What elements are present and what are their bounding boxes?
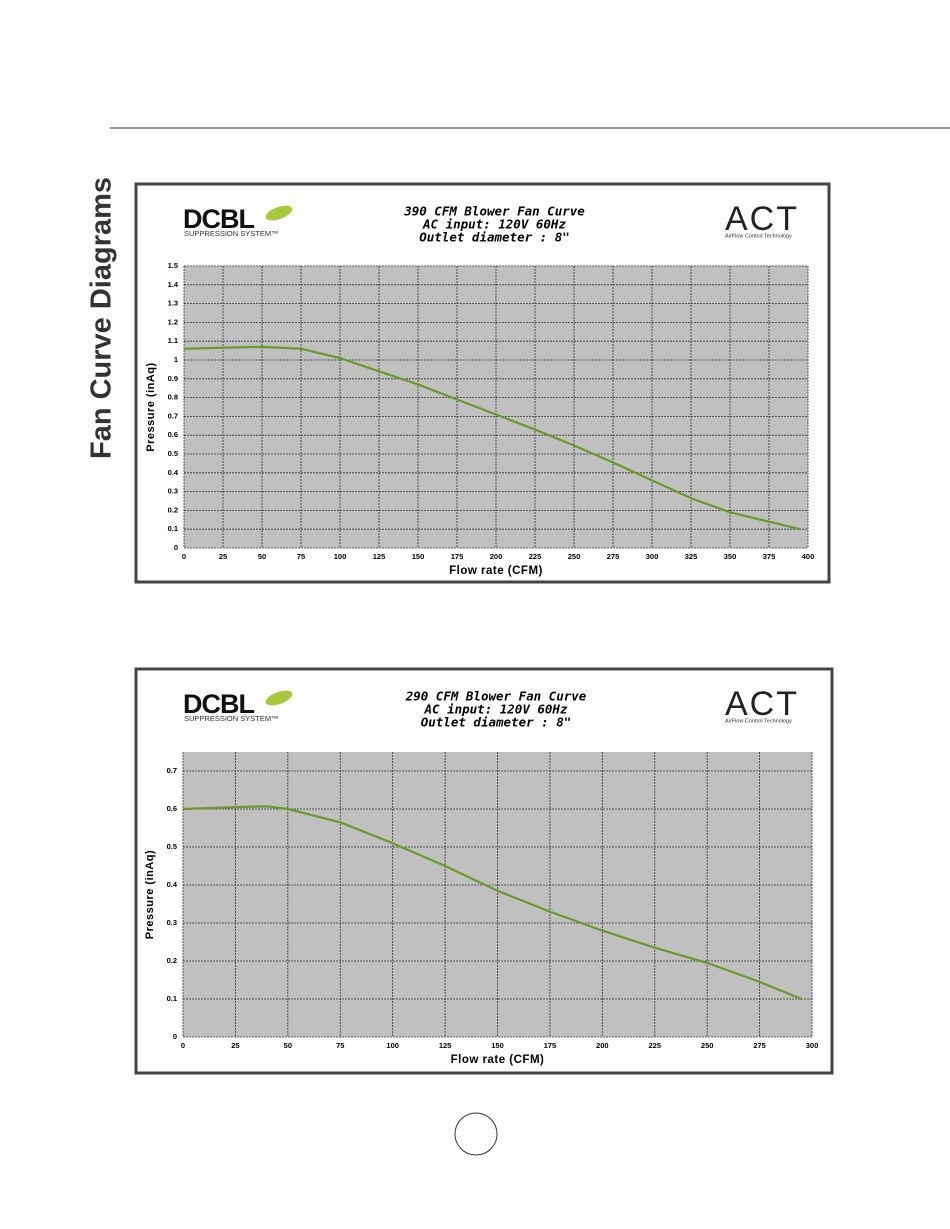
x-tick-label: 25 [219, 552, 227, 561]
logo-leaf [265, 205, 293, 221]
logo-right: ACT [725, 200, 799, 238]
curve [183, 345, 801, 531]
y-tick-label: 1.2 [168, 317, 178, 326]
x-tick-label: 100 [386, 1041, 399, 1050]
x-tick-label: 0 [182, 552, 186, 561]
x-axis-label: Flow rate (CFM) [451, 1054, 545, 1066]
x-tick-label: 75 [297, 552, 305, 561]
x-tick-label: 325 [685, 552, 698, 561]
y-tick-label: 0.3 [168, 487, 178, 496]
y-tick-label: 0.9 [168, 374, 178, 383]
x-tick-label: 75 [336, 1041, 344, 1050]
y-axis-label: Pressure (inAq) [145, 362, 157, 451]
y-tick-label: 1.5 [168, 261, 178, 270]
curve [182, 805, 802, 1001]
y-tick-label: 0.5 [167, 842, 177, 851]
logo-left-sub: SUPPRESSION SYSTEM™ [184, 229, 279, 238]
logo-left: DCBL [183, 204, 254, 234]
chart-subtitle: AC input: 120V 60Hz [424, 702, 568, 717]
y-tick-label: 0.7 [168, 411, 178, 420]
y-tick-label: 0.7 [167, 766, 177, 775]
y-tick-label: 0.6 [168, 430, 178, 439]
x-tick-label: 300 [806, 1041, 819, 1050]
x-tick-label: 200 [596, 1041, 609, 1050]
x-tick-label: 25 [231, 1041, 239, 1050]
x-tick-label: 350 [724, 552, 737, 561]
chart-subtitle: AC input: 120V 60Hz [422, 217, 566, 232]
x-tick-label: 125 [439, 1041, 452, 1050]
y-tick-label: 0.2 [167, 956, 177, 965]
y-tick-label: 1.3 [168, 299, 178, 308]
x-tick-label: 125 [373, 552, 386, 561]
x-tick-label: 100 [334, 552, 347, 561]
chart-title: 290 CFM Blower Fan Curve [405, 689, 587, 704]
y-tick-label: 0.6 [167, 804, 177, 813]
x-tick-label: 250 [568, 552, 581, 561]
y-tick-label: 1.4 [168, 280, 179, 289]
y-tick-label: 1.1 [168, 336, 178, 345]
x-tick-label: 275 [607, 552, 620, 561]
x-tick-label: 50 [284, 1041, 292, 1050]
chart-subtitle: Outlet diameter : 8" [421, 715, 572, 730]
y-tick-label: 1 [174, 355, 178, 364]
x-tick-label: 0 [181, 1041, 185, 1050]
chart-title: 390 CFM Blower Fan Curve [403, 204, 585, 219]
y-tick-label: 0 [173, 1032, 177, 1041]
x-tick-label: 150 [412, 552, 425, 561]
x-tick-label: 175 [451, 552, 464, 561]
logo-right-sub: AirFlow Control Technology [725, 718, 792, 724]
x-tick-label: 300 [646, 552, 659, 561]
x-tick-label: 200 [490, 552, 503, 561]
y-tick-label: 0.4 [167, 880, 178, 889]
x-axis-label: Flow rate (CFM) [449, 565, 543, 577]
x-tick-label: 400 [802, 552, 815, 561]
page-heading: Fan Curve Diagrams [86, 177, 118, 459]
logo-left: DCBL [183, 689, 254, 719]
y-tick-label: 0.1 [168, 524, 178, 533]
logo-right-sub: AirFlow Control Technology [725, 233, 792, 239]
y-tick-label: 0.8 [168, 393, 178, 402]
y-tick-label: 0.3 [167, 918, 177, 927]
y-tick-label: 0.5 [168, 449, 178, 458]
y-tick-label: 0.1 [167, 994, 177, 1003]
x-tick-label: 150 [491, 1041, 504, 1050]
x-tick-label: 375 [763, 552, 776, 561]
logo-left-sub: SUPPRESSION SYSTEM™ [184, 714, 279, 723]
logo-leaf [265, 690, 293, 706]
y-tick-label: 0.4 [168, 468, 179, 477]
logo-right: ACT [725, 685, 799, 723]
x-tick-label: 175 [544, 1041, 557, 1050]
x-tick-label: 275 [753, 1041, 766, 1050]
chart-subtitle: Outlet diameter : 8" [419, 230, 570, 245]
x-tick-label: 225 [648, 1041, 661, 1050]
page-number-circle [454, 1112, 498, 1156]
x-tick-label: 50 [258, 552, 266, 561]
y-axis-label: Pressure (inAq) [144, 850, 156, 939]
y-tick-label: 0 [174, 543, 178, 552]
y-tick-label: 0.2 [168, 505, 178, 514]
x-tick-label: 225 [529, 552, 542, 561]
x-tick-label: 250 [701, 1041, 714, 1050]
